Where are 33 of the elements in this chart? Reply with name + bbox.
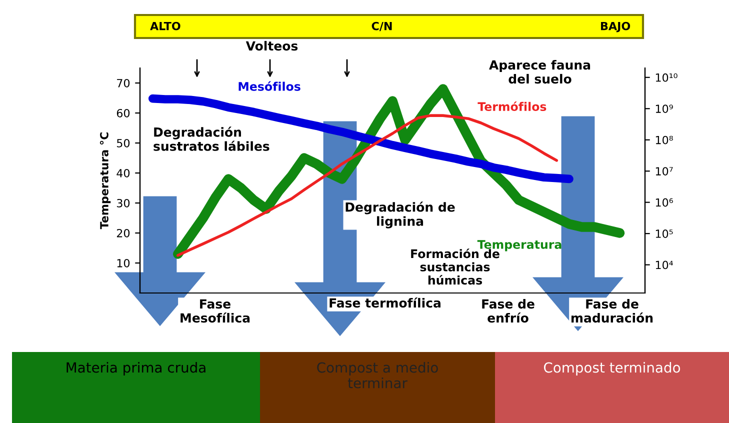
text: Fase termofílica (330, 297, 440, 308)
annotation: Formación de sustancias húmicas (411, 248, 500, 285)
text: Fase de maduración (571, 298, 653, 323)
text: Compost terminado (544, 362, 680, 376)
y-tick-label: 20 (116, 228, 130, 238)
series-label: Temperatura (477, 240, 562, 252)
y2-tick-label: 10⁷ (656, 167, 673, 176)
y-tick-label: 70 (117, 78, 130, 88)
text: Materia prima cruda (66, 362, 206, 376)
y2-tick-label: 10⁵ (656, 230, 673, 238)
text: ALTO (150, 22, 180, 30)
annotation: Degradación de lignina (346, 202, 455, 228)
y2-tick-label: 10⁶ (656, 198, 673, 207)
y2-tick-label: 10⁴ (656, 260, 673, 270)
y-tick-label: 10 (117, 258, 130, 268)
text: Fase de enfrío (482, 298, 534, 323)
y2-tick-label: 10⁸ (656, 136, 673, 144)
text: BAJO (601, 22, 630, 32)
y2-tick-label: 10¹⁰ (656, 73, 678, 82)
y-tick-label: 60 (116, 108, 130, 118)
y-tick-label: 30 (116, 198, 130, 208)
annotation: Degradación sustratos lábiles (154, 126, 270, 151)
text: Fase Mesofílica (180, 299, 250, 323)
y-axis-title: Temperatura °C (100, 132, 111, 230)
text: C/N (372, 22, 392, 32)
y2-tick-label: 10⁹ (656, 104, 673, 114)
y-tick-label: 50 (116, 138, 130, 148)
series-label: Termófilos (478, 101, 546, 112)
series-label: Mesófilos (238, 81, 300, 91)
text: Volteos (246, 40, 298, 51)
text: Compost a medio terminar (317, 362, 438, 388)
y-tick-label: 40 (116, 168, 130, 178)
annotation: Aparece fauna del suelo (489, 60, 590, 84)
